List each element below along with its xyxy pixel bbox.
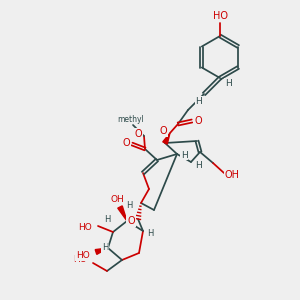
Polygon shape: [118, 206, 127, 221]
Text: HO: HO: [76, 251, 90, 260]
Text: HO: HO: [212, 11, 227, 21]
Text: HO: HO: [73, 254, 87, 263]
Text: O: O: [159, 126, 167, 136]
Text: OH: OH: [110, 194, 124, 203]
Polygon shape: [95, 248, 108, 254]
Text: HO: HO: [78, 223, 92, 232]
Text: O: O: [127, 216, 135, 226]
Text: O: O: [194, 116, 202, 126]
Text: H: H: [225, 79, 231, 88]
Text: methyl: methyl: [118, 115, 144, 124]
Text: O: O: [122, 138, 130, 148]
Text: H: H: [126, 200, 132, 209]
Text: H: H: [102, 244, 108, 253]
Text: H: H: [195, 161, 201, 170]
Text: OH: OH: [224, 170, 239, 180]
Text: H: H: [196, 97, 202, 106]
Text: H: H: [104, 215, 110, 224]
Text: O: O: [134, 129, 142, 139]
Text: H: H: [147, 230, 153, 238]
Text: H: H: [181, 151, 188, 160]
Polygon shape: [163, 133, 170, 144]
